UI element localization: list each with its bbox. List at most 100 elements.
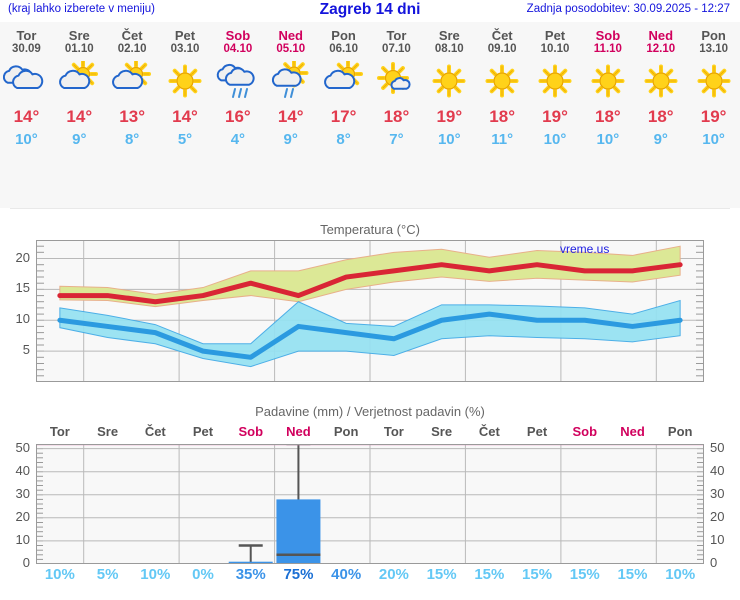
day-date: 06.10 <box>329 43 358 55</box>
day-column[interactable]: Sob 04.10 16° 4° <box>211 22 264 208</box>
rain-icon <box>215 60 261 102</box>
day-date: 11.10 <box>593 43 622 55</box>
precipitation-probability: 75% <box>283 566 314 583</box>
day-min-temp: 9° <box>283 131 298 148</box>
day-min-temp: 11° <box>491 131 514 148</box>
day-min-temp: 7° <box>389 131 404 148</box>
precipitation-y-tick: 0 <box>710 555 718 570</box>
precipitation-y-tick: 10 <box>710 531 725 547</box>
day-max-temp: 14° <box>277 107 304 126</box>
day-column[interactable]: Sob 11.10 18° 10° <box>581 22 634 208</box>
day-date: 07.10 <box>382 43 411 55</box>
precipitation-day-labels: Tor Sre Čet Pet Sob Ned Pon Tor Sre Čet Pet Sob Ned P… <box>36 424 704 444</box>
daily-forecast-columns: Tor 30.09 14° 10° Sre 01.10 14° 9° Čet 02.10 13° 8°… <box>0 22 740 208</box>
sunny-icon <box>585 60 631 102</box>
sunny-icon <box>162 60 208 102</box>
day-date: 08.10 <box>434 43 464 55</box>
day-date: 09.10 <box>487 43 517 55</box>
day-name: Sob <box>225 28 251 43</box>
day-column[interactable]: Čet 09.10 18° 11° <box>476 22 529 208</box>
day-column[interactable]: Ned 12.10 18° 9° <box>634 22 687 208</box>
precipitation-y-tick: 40 <box>710 462 725 478</box>
precipitation-chart-title: Padavine (mm) / Verjetnost padavin (%) <box>255 404 485 419</box>
precipitation-y-tick: 50 <box>710 439 725 455</box>
day-date: 13.10 <box>699 43 728 55</box>
day-date: 04.10 <box>223 43 253 55</box>
temperature-y-tick: 15 <box>15 280 30 296</box>
day-max-temp: 19° <box>700 107 727 126</box>
day-column[interactable]: Čet 02.10 13° 8° <box>106 22 159 208</box>
day-column[interactable]: Sre 08.10 19° 10° <box>423 22 476 208</box>
day-column[interactable]: Pet 03.10 14° 5° <box>159 22 212 208</box>
day-column[interactable]: Pon 13.10 19° 10° <box>687 22 740 208</box>
precipitation-day-label: Čet <box>478 424 500 439</box>
precipitation-day-label: Pet <box>526 424 548 439</box>
day-min-temp: 9° <box>72 131 87 148</box>
day-min-temp: 4° <box>230 131 246 148</box>
precipitation-day-label: Čet <box>144 424 166 439</box>
precipitation-probability: 15% <box>426 566 457 583</box>
day-column[interactable]: Tor 07.10 18° 7° <box>370 22 423 208</box>
day-name: Tor <box>16 28 37 43</box>
temperature-y-tick: 10 <box>15 311 30 327</box>
precipitation-y-tick: 30 <box>710 485 725 501</box>
precipitation-chart: Padavine (mm) / Verjetnost padavin (%) T… <box>0 400 740 600</box>
page-title: Zagreb 14 dni <box>319 1 421 18</box>
precipitation-y-tick: 10 <box>15 531 30 547</box>
page-header: (kraj lahko izberete v meniju) Zagreb 14… <box>0 0 740 22</box>
day-name: Ned <box>278 28 303 43</box>
precipitation-day-label: Ned <box>286 424 311 439</box>
day-name: Pon <box>331 28 356 43</box>
precipitation-day-label: Pet <box>192 424 214 439</box>
day-date: 10.10 <box>540 43 570 55</box>
day-date: 01.10 <box>64 43 94 55</box>
day-min-temp: 8° <box>336 131 351 148</box>
precipitation-probability: 10% <box>665 566 696 583</box>
day-max-temp: 18° <box>489 107 516 126</box>
location-hint: (kraj lahko izberete v meniju) <box>8 3 156 15</box>
precipitation-probability: 10% <box>140 566 171 583</box>
sun-rain-icon <box>268 60 314 102</box>
day-column[interactable]: Tor 30.09 14° 10° <box>0 22 53 208</box>
day-column[interactable]: Pon 06.10 17° 8° <box>317 22 370 208</box>
daily-forecast-panel: Tor 30.09 14° 10° Sre 01.10 14° 9° Čet 02.10 13° 8°… <box>0 22 740 208</box>
day-max-temp: 18° <box>595 107 621 126</box>
day-name: Pet <box>174 28 196 43</box>
temperature-chart-title: Temperatura (°C) <box>320 222 420 237</box>
sun-cloud-icon <box>56 60 102 102</box>
day-name: Tor <box>386 28 407 43</box>
day-date: 05.10 <box>276 43 306 55</box>
sun-cloud-icon <box>109 60 155 102</box>
precipitation-y-tick: 50 <box>15 439 30 455</box>
precipitation-probability: 15% <box>569 566 600 583</box>
precipitation-probability: 5% <box>96 566 119 583</box>
precipitation-y-tick: 0 <box>22 555 30 570</box>
day-column[interactable]: Pet 10.10 19° 10° <box>529 22 582 208</box>
precipitation-probability: 15% <box>474 566 505 583</box>
precipitation-day-label: Pon <box>333 424 359 439</box>
day-max-temp: 14° <box>13 107 40 126</box>
day-column[interactable]: Sre 01.10 14° 9° <box>53 22 106 208</box>
day-column[interactable]: Ned 05.10 14° 9° <box>264 22 317 208</box>
day-max-temp: 14° <box>172 107 198 126</box>
sunny-icon <box>691 60 737 102</box>
precipitation-day-label: Sob <box>238 424 264 439</box>
day-max-temp: 18° <box>647 107 674 126</box>
day-date: 03.10 <box>170 43 200 55</box>
precipitation-probability: 40% <box>331 566 362 583</box>
day-max-temp: 16° <box>225 107 251 126</box>
precipitation-y-tick: 30 <box>15 485 30 501</box>
day-min-temp: 5° <box>177 131 193 148</box>
precipitation-probability: 15% <box>522 566 553 583</box>
precipitation-probability: 20% <box>378 566 409 583</box>
last-update-text: Zadnja posodobitev: 30.09.2025 - 12:27 <box>526 3 730 15</box>
day-name: Čet <box>491 28 513 43</box>
sunny-icon <box>426 60 472 102</box>
day-name: Pet <box>544 28 566 43</box>
day-min-temp: 10° <box>437 131 461 148</box>
day-min-temp: 8° <box>124 131 140 148</box>
day-name: Sre <box>438 28 460 43</box>
day-min-temp: 10° <box>702 131 725 148</box>
day-max-temp: 19° <box>436 107 463 126</box>
precipitation-day-label: Sob <box>572 424 598 439</box>
